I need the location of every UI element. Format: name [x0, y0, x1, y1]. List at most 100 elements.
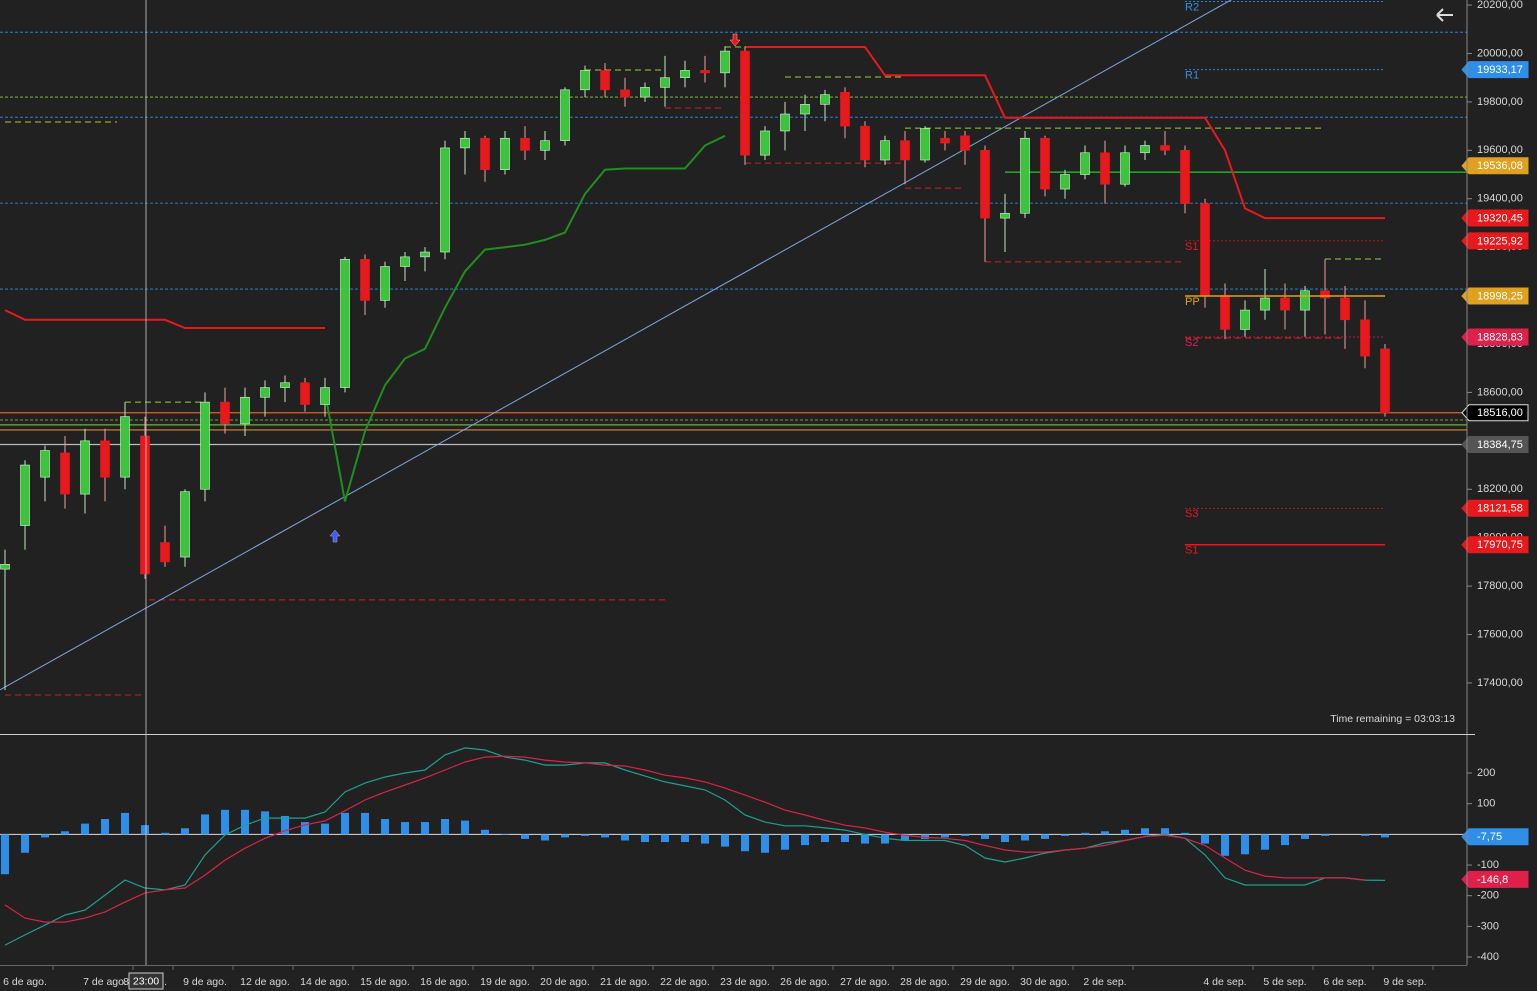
- candle-body: [500, 137, 510, 171]
- histogram-bar: [1141, 828, 1149, 835]
- histogram-bar: [1361, 834, 1369, 836]
- candle-body: [340, 258, 350, 388]
- histogram-bar: [781, 834, 789, 850]
- candle-body: [80, 440, 90, 495]
- candle-body: [120, 416, 130, 478]
- macd-panel: [0, 747, 1467, 946]
- x-tick-label: 4 de sep.: [1203, 976, 1246, 988]
- candle-body: [900, 140, 910, 161]
- histogram-bar: [961, 834, 969, 836]
- candle-body: [440, 147, 450, 253]
- crosshair-label: 23:00: [133, 975, 159, 987]
- candle-body: [280, 382, 290, 388]
- candle-body: [140, 435, 150, 575]
- candle-body: [620, 89, 630, 98]
- y-tick-label: 20000,00: [1477, 47, 1523, 59]
- candle-body: [1360, 319, 1370, 357]
- candle-body: [1180, 150, 1190, 204]
- candle-body: [1340, 297, 1350, 321]
- pivot-name: S3: [1185, 508, 1198, 520]
- candle-body: [360, 258, 370, 301]
- candle-body: [300, 382, 310, 405]
- x-tick-label: 20 de ago.: [540, 976, 590, 988]
- histogram-bar: [841, 834, 849, 843]
- histogram-bar: [1081, 832, 1089, 835]
- histogram-bar: [1381, 834, 1389, 838]
- price-tag-box: [1461, 328, 1529, 346]
- candle-body: [1280, 297, 1290, 311]
- x-tick-label: 15 de ago.: [360, 976, 410, 988]
- candle-body: [480, 137, 490, 171]
- histogram-bar: [1, 834, 9, 875]
- price-tag: 19933,17: [1461, 61, 1529, 79]
- x-tick-label: 14 de ago.: [300, 976, 350, 988]
- histogram-bar: [921, 834, 929, 839]
- histogram-bar: [1041, 834, 1049, 839]
- histogram-bar: [1121, 829, 1129, 835]
- price-tag: 18121,58: [1461, 499, 1529, 517]
- candle-body: [520, 137, 530, 151]
- candle-body: [600, 70, 610, 91]
- price-tag-label: 19536,08: [1477, 160, 1523, 172]
- price-tag-label: -146,8: [1477, 874, 1508, 886]
- candle-body: [960, 135, 970, 151]
- pivot-name: S1: [1185, 241, 1198, 253]
- candle-body: [0, 563, 10, 570]
- histogram-bar: [1221, 834, 1229, 856]
- x-tick-label: 7 de ago.: [83, 976, 127, 988]
- price-tag: 19536,08: [1461, 157, 1529, 175]
- candle-body: [820, 94, 830, 105]
- candle-body: [800, 104, 810, 115]
- y-tick-label: -300: [1477, 920, 1499, 932]
- y-tick-label: 200: [1477, 767, 1495, 779]
- histogram-bar: [681, 834, 689, 843]
- histogram-bar: [581, 834, 589, 836]
- candle-body: [1240, 309, 1250, 330]
- x-tick-label: 5 de sep.: [1263, 976, 1306, 988]
- price-panel: [0, 0, 1467, 696]
- candle-body: [980, 150, 990, 219]
- overlay: 20200,00 20000,00 19800,00 19600,00 19400,00…: [3, 0, 1529, 990]
- price-tag-box: [1461, 828, 1529, 846]
- x-tick-label: 23 de ago.: [720, 976, 770, 988]
- candle-body: [1060, 174, 1070, 190]
- x-tick-label: 12 de ago.: [240, 976, 290, 988]
- y-tick-label: 19800,00: [1477, 96, 1523, 108]
- histogram-bar: [501, 834, 509, 835]
- price-tag: 18384,75: [1461, 436, 1529, 454]
- price-tag-box: [1461, 870, 1529, 888]
- histogram-bar: [161, 832, 169, 835]
- histogram-bar: [1061, 834, 1069, 836]
- candle-body: [200, 401, 210, 490]
- y-tick-label: -200: [1477, 890, 1499, 902]
- histogram-bar: [421, 822, 429, 835]
- histogram-bar: [61, 831, 69, 835]
- candle-body: [940, 137, 950, 144]
- price-tag: 18998,25: [1461, 287, 1529, 305]
- candle-body: [780, 113, 790, 132]
- histogram-bar: [341, 812, 349, 835]
- back-button[interactable]: [1436, 8, 1453, 22]
- candle-body: [840, 91, 850, 127]
- price-tag-label: 18516,00: [1477, 407, 1523, 419]
- sell-signal-arrow: [729, 33, 741, 47]
- candle-body: [860, 125, 870, 161]
- price-tag-label: 17970,75: [1477, 539, 1523, 551]
- candle-body: [180, 491, 190, 558]
- x-tick-label: 6 de ago.: [3, 976, 47, 988]
- histogram-bar: [561, 834, 569, 838]
- histogram-bar: [441, 819, 449, 835]
- candle-body: [880, 140, 890, 161]
- histogram-bar: [81, 823, 89, 835]
- candle-body: [100, 440, 110, 478]
- indicator-line: [324, 134, 726, 502]
- pivot-name: R2: [1185, 1, 1199, 13]
- candle-body: [160, 542, 170, 563]
- pivot-name: S1: [1185, 545, 1198, 557]
- x-tick-label: 21 de ago.: [600, 976, 650, 988]
- y-tick-label: 18200,00: [1477, 483, 1523, 495]
- y-tick-label: -100: [1477, 859, 1499, 871]
- candle-body: [540, 140, 550, 151]
